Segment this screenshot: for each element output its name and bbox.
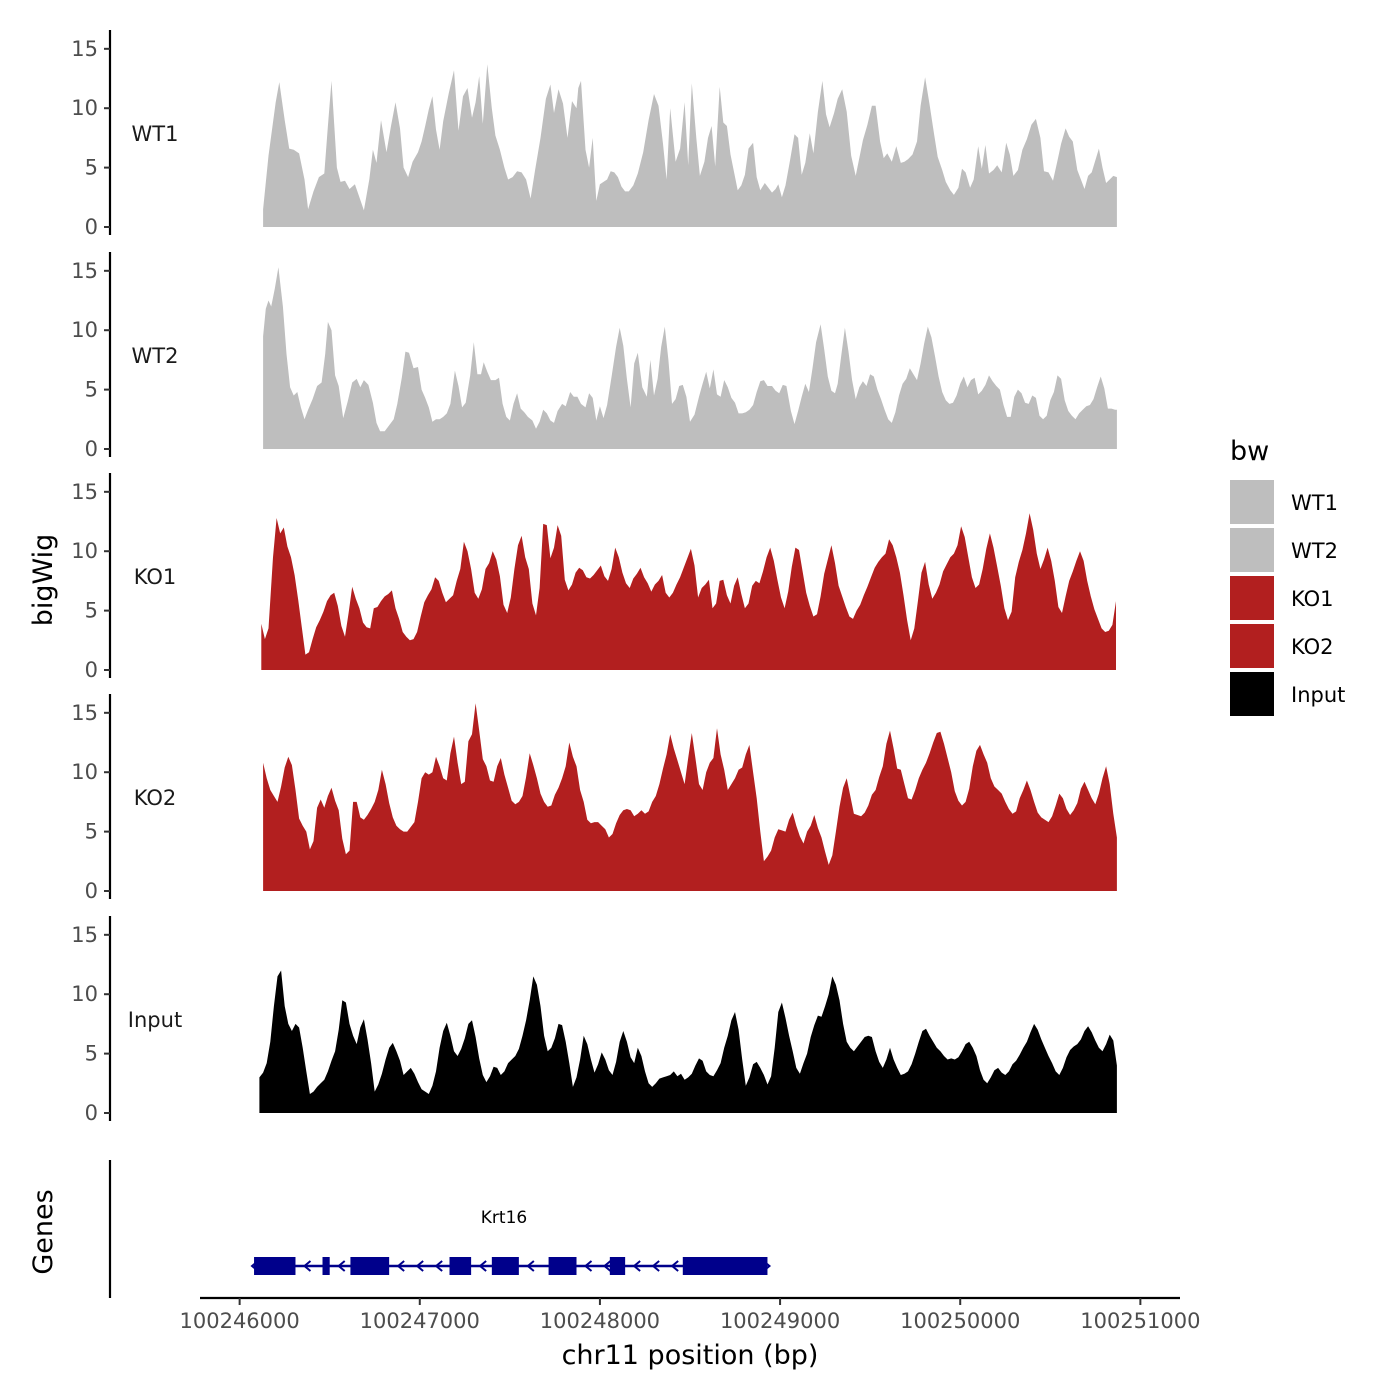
exon [491,1257,519,1275]
strand-arrow [434,1260,443,1272]
gene-track: Krt16 [108,1160,772,1298]
legend-swatch [1230,576,1274,620]
track-wt1: 0 5 10 15 WT1 [71,30,1117,239]
x-axis-title: chr11 position (bp) [562,1340,819,1371]
legend-item-ko2: KO2 [1230,624,1334,668]
track-ko1: 0 5 10 15 KO1 [71,473,1116,682]
legend-swatch [1230,480,1274,524]
y-tick-label: 0 [85,658,98,682]
x-tick-label: 100247000 [360,1309,480,1333]
exon [322,1257,330,1275]
y-tick-label: 0 [85,879,98,903]
coverage-area-ko2 [263,703,1117,891]
exon [350,1257,390,1275]
y-tick-label: 15 [71,480,98,504]
gene-label: Krt16 [481,1208,527,1228]
coverage-tracks: 0 5 10 15 WT1 0 5 10 15 WT2 0 5 10 15 KO1 0 5 10 15 KO2 0 5 10… [71,30,1117,1125]
track-ko2: 0 5 10 15 KO2 [71,694,1117,903]
x-tick-label: 100251000 [1080,1309,1200,1333]
track-wt2: 0 5 10 15 WT2 [71,252,1117,461]
x-tick-label: 100246000 [180,1309,300,1333]
strand-arrow [526,1260,535,1272]
y-tick-label: 5 [85,378,98,402]
exon [254,1257,296,1275]
gene-krt16: Krt16 [250,1208,772,1275]
gene-start-marker [250,1260,259,1272]
y-axis-title: bigWig [28,534,59,627]
strand-arrow [302,1260,312,1272]
strand-arrow [478,1260,487,1272]
strand-arrow [337,1260,346,1272]
strand-arrow [602,1260,612,1272]
legend-title: bw [1230,436,1269,467]
exon [548,1257,577,1275]
exon [449,1257,472,1275]
track-input: 0 5 10 15 Input [71,916,1117,1125]
strand-arrow [396,1260,405,1272]
legend-swatch [1230,624,1274,668]
y-tick-label: 5 [85,1042,98,1066]
y-tick-label: 10 [71,982,98,1006]
y-tick-label: 15 [71,923,98,947]
coverage-area-input [259,970,1117,1113]
y-tick-label: 10 [71,318,98,342]
legend-item-wt1: WT1 [1230,480,1338,524]
y-tick-label: 5 [85,820,98,844]
y-tick-label: 10 [71,539,98,563]
coverage-area-ko1 [261,513,1116,670]
legend-label: KO1 [1291,587,1334,611]
track-label: WT2 [132,344,179,368]
track-label: KO1 [134,565,177,589]
strand-arrow [583,1260,593,1272]
y-tick-label: 15 [71,259,98,283]
strand-arrow [670,1260,679,1272]
gene-end-marker [762,1260,772,1272]
x-tick-label: 100249000 [720,1309,840,1333]
y-tick-label: 0 [85,1101,98,1125]
legend-item-ko1: KO1 [1230,576,1334,620]
track-label: WT1 [132,122,179,146]
legend-label: KO2 [1291,635,1334,659]
strand-arrow [651,1260,660,1272]
x-tick-label: 100250000 [900,1309,1020,1333]
x-tick-label: 100248000 [540,1309,660,1333]
legend-item-input: Input [1230,672,1345,716]
legend-item-wt2: WT2 [1230,528,1338,572]
y-tick-label: 10 [71,760,98,784]
y-tick-label: 10 [71,96,98,120]
legend: bw WT1 WT2 KO1 KO2 Input [1230,436,1345,716]
legend-label: Input [1291,683,1345,707]
exon [609,1257,626,1275]
strand-arrow [415,1260,424,1272]
y-tick-label: 15 [71,701,98,725]
legend-swatch [1230,528,1274,572]
y-tick-label: 0 [85,215,98,239]
y-tick-label: 15 [71,37,98,61]
coverage-area-wt1 [263,64,1117,227]
legend-label: WT1 [1291,491,1338,515]
track-label: KO2 [134,786,177,810]
track-label: Input [128,1008,182,1032]
legend-swatch [1230,672,1274,716]
y-tick-label: 5 [85,599,98,623]
strand-arrow [632,1260,641,1272]
y-tick-label: 5 [85,156,98,180]
exon [682,1257,768,1275]
x-axis: 100246000 100247000 100248000 100249000 1002… [180,1296,1200,1333]
coverage-area-wt2 [263,267,1117,449]
y-tick-label: 0 [85,437,98,461]
gene-track-title: Genes [28,1189,59,1274]
legend-label: WT2 [1291,539,1338,563]
